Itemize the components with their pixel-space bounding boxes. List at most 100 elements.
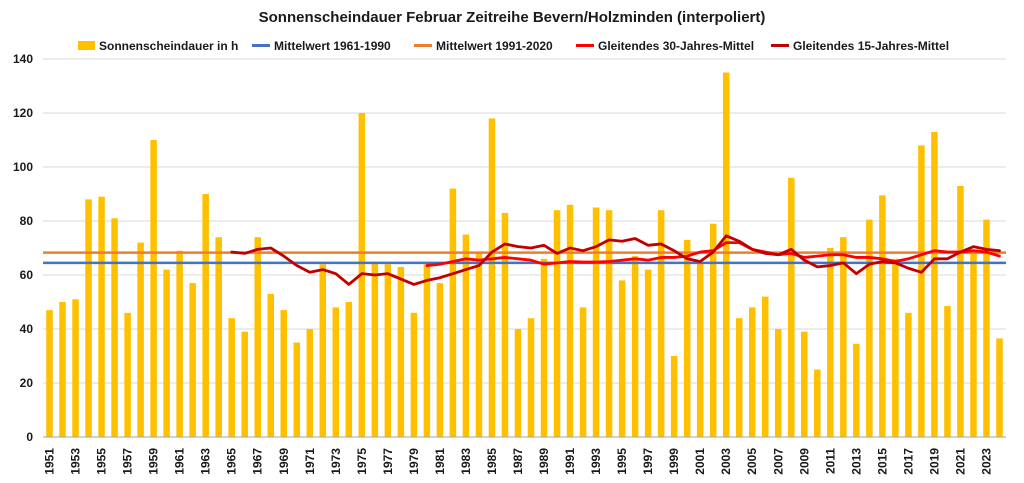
bar-1951 <box>46 310 53 437</box>
bar-1961 <box>176 250 183 437</box>
bar-1989 <box>540 258 548 437</box>
y-tick-label-20: 20 <box>20 376 34 390</box>
x-tick-label-1953: 1953 <box>69 448 83 475</box>
bar-1993 <box>592 207 600 437</box>
chart-title: Sonnenscheindauer Februar Zeitreihe Beve… <box>259 9 766 26</box>
bar-1959 <box>150 140 157 437</box>
bar-2003 <box>722 72 730 437</box>
bar-1980 <box>423 264 431 437</box>
bar-2024 <box>996 338 1003 437</box>
bar-1977 <box>384 264 392 437</box>
x-tick-label-1965: 1965 <box>225 448 239 475</box>
x-tick-label-1959: 1959 <box>147 448 161 475</box>
y-tick-label-120: 120 <box>13 106 33 120</box>
legend-label-bars: Sonnenscheindauer in h <box>99 39 238 53</box>
y-tick-label-40: 40 <box>20 322 34 336</box>
bar-1987 <box>514 329 522 437</box>
x-tick-label-1979: 1979 <box>407 448 421 475</box>
bar-1958 <box>137 242 144 437</box>
bar-1986 <box>501 212 509 437</box>
x-axis-ticks: 1951 1953 1955 1957 1959 1961 1963 1965 1967 1969… <box>43 448 994 475</box>
y-tick-label-0: 0 <box>26 430 33 444</box>
x-tick-label-1961: 1961 <box>173 448 187 475</box>
legend-label-moving-15: Gleitendes 15-Jahres-Mittel <box>793 39 949 53</box>
bar-2009 <box>801 331 808 437</box>
bar-1974 <box>345 302 353 437</box>
x-tick-label-1999: 1999 <box>667 448 681 475</box>
bar-2013 <box>853 343 860 437</box>
bar-1965 <box>228 318 235 437</box>
x-tick-label-2003: 2003 <box>719 448 733 475</box>
bar-2007 <box>775 329 782 437</box>
x-tick-label-1989: 1989 <box>537 448 551 475</box>
bar-2021 <box>957 185 964 437</box>
bar-2001 <box>696 261 704 437</box>
bar-2004 <box>735 318 743 437</box>
bar-1968 <box>267 293 274 437</box>
bar-1969 <box>280 310 288 437</box>
x-tick-label-2013: 2013 <box>849 448 863 475</box>
bar-2010 <box>814 369 821 437</box>
bar-1970 <box>293 342 301 437</box>
x-tick-label-1987: 1987 <box>511 448 525 475</box>
bar-2015 <box>879 195 886 437</box>
bar-1988 <box>527 318 535 437</box>
x-tick-label-1993: 1993 <box>589 448 603 475</box>
x-tick-label-1967: 1967 <box>251 448 265 475</box>
x-tick-label-1971: 1971 <box>303 448 317 475</box>
legend-label-mean-1961-1990: Mittelwert 1961-1990 <box>274 39 391 53</box>
bar-1992 <box>579 307 587 437</box>
bar-2020 <box>944 306 951 437</box>
x-tick-label-1977: 1977 <box>381 448 395 475</box>
bar-1957 <box>124 312 131 437</box>
bar-2017 <box>905 312 912 437</box>
x-tick-label-1983: 1983 <box>459 448 473 475</box>
y-tick-label-140: 140 <box>13 52 33 66</box>
x-tick-label-2011: 2011 <box>823 448 837 474</box>
legend-item-mean-1961-1990: Mittelwert 1961-1990 <box>252 39 391 53</box>
bar-1996 <box>631 256 639 437</box>
bar-1976 <box>371 261 379 437</box>
x-tick-label-1997: 1997 <box>641 448 655 475</box>
x-tick-label-2015: 2015 <box>875 448 889 475</box>
legend-item-moving-30: Gleitendes 30-Jahres-Mittel <box>576 39 754 53</box>
legend-label-mean-1991-2020: Mittelwert 1991-2020 <box>436 39 553 53</box>
bar-1997 <box>644 269 652 437</box>
bar-1967 <box>254 237 261 437</box>
bar-1999 <box>670 356 678 437</box>
legend-item-bars: Sonnenscheindauer in h <box>78 39 238 53</box>
x-tick-label-2017: 2017 <box>901 448 915 475</box>
bar-2002 <box>709 223 717 437</box>
bar-2023 <box>983 219 990 437</box>
bar-1953 <box>72 299 79 437</box>
x-tick-label-1951: 1951 <box>43 448 57 475</box>
y-tick-label-60: 60 <box>20 268 34 282</box>
moving-average-lines <box>230 234 1001 286</box>
bar-1978 <box>397 266 405 437</box>
bar-2005 <box>748 307 756 437</box>
bar-1973 <box>332 307 340 437</box>
gridlines <box>43 58 1006 384</box>
bar-1981 <box>436 283 444 437</box>
bar-1952 <box>59 302 66 437</box>
x-tick-label-1973: 1973 <box>329 448 343 475</box>
x-tick-label-2021: 2021 <box>953 448 967 475</box>
x-tick-label-2001: 2001 <box>693 448 707 475</box>
x-tick-label-1963: 1963 <box>199 448 213 475</box>
bar-1998 <box>657 210 665 437</box>
bar-1964 <box>215 237 222 437</box>
bar-1955 <box>98 196 105 437</box>
bar-1972 <box>319 264 327 437</box>
bar-1982 <box>449 188 457 437</box>
bar-1985 <box>488 118 496 438</box>
bar-1966 <box>241 331 248 437</box>
legend-swatch-bars <box>78 41 95 50</box>
bar-1990 <box>553 210 561 437</box>
bar-1995 <box>618 280 626 437</box>
bar-1954 <box>85 199 92 437</box>
x-tick-label-2007: 2007 <box>771 448 785 475</box>
bar-2018 <box>918 145 925 437</box>
bar-1971 <box>306 329 314 437</box>
bar-1962 <box>189 283 196 437</box>
x-tick-label-2009: 2009 <box>797 448 811 475</box>
